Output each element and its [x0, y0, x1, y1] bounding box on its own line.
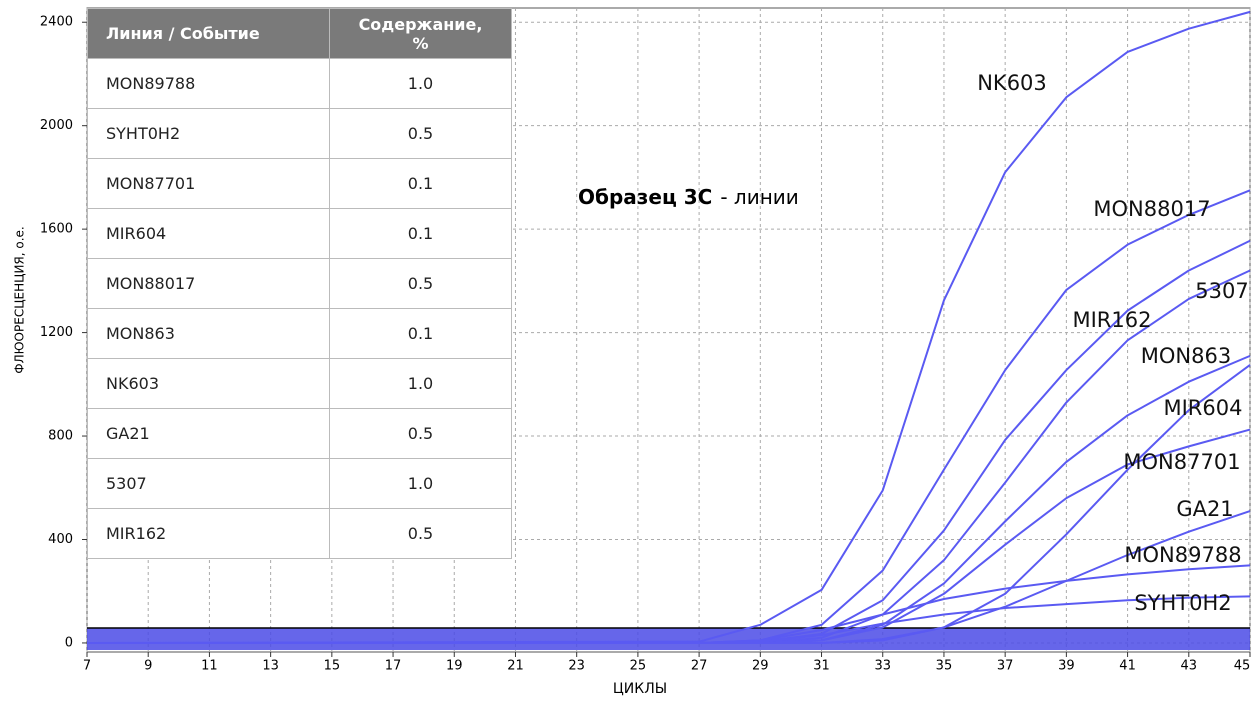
y-tick-label: 2400: [40, 15, 73, 30]
x-tick-label: 29: [752, 659, 769, 674]
lines: [86, 10, 1251, 644]
x-tick-label: 45: [1234, 659, 1251, 674]
annotation: Образец 3С - линии: [578, 185, 799, 209]
y-tick-label: 800: [48, 429, 73, 444]
x-tick-label: 31: [813, 659, 830, 674]
header-cell: Содержание, %: [329, 8, 512, 59]
table-cell: 5307: [87, 458, 330, 509]
x-tick-label: 25: [630, 659, 647, 674]
series-label: MON89788: [1124, 543, 1241, 567]
y-tick-label: 0: [65, 635, 73, 650]
table-cell: 0.5: [329, 258, 512, 309]
table-cell: 0.5: [329, 408, 512, 459]
x-tick-label: 9: [144, 659, 152, 674]
series-label: 5307: [1195, 279, 1248, 303]
table-cell: 0.5: [329, 108, 512, 159]
table-row: MON88017 0.5: [87, 258, 512, 309]
y-tick-label: 400: [48, 532, 73, 547]
annotation-rest: - линии: [720, 185, 798, 209]
table-cell: 0.1: [329, 158, 512, 209]
table-row: MON87701 0.1: [87, 158, 512, 209]
table-cell: 0.1: [329, 308, 512, 359]
header-row: Линия / Событие Содержание, %: [87, 8, 512, 59]
x-tick-label: 17: [385, 659, 402, 674]
table-cell: 1.0: [329, 358, 512, 409]
x-tick-label: 21: [507, 659, 524, 674]
table-row: 5307 1.0: [87, 458, 512, 509]
series-line: [87, 595, 1251, 644]
table-cell: MIR162: [87, 508, 330, 559]
x-axis-label: ЦИКЛЫ: [613, 681, 667, 697]
x-tick-label: 39: [1058, 659, 1075, 674]
table-row: MON89788 1.0: [87, 58, 512, 109]
series-line: [86, 10, 1251, 644]
table-cell: GA21: [87, 408, 330, 459]
content-table: Линия / Событие Содержание, % MON89788 1.0 S…: [87, 8, 512, 559]
x-tick-label: 15: [324, 659, 341, 674]
series-label: MIR604: [1164, 396, 1243, 420]
x-tick-label: 43: [1181, 659, 1198, 674]
x-tick-label: 41: [1119, 659, 1136, 674]
series-label: MON863: [1141, 344, 1231, 368]
table-row: MIR604 0.1: [87, 208, 512, 259]
table-cell: MON89788: [87, 58, 330, 109]
x-tick-label: 37: [997, 659, 1014, 674]
series-label: NK603: [977, 71, 1047, 95]
y-tick-label: 2000: [40, 118, 73, 133]
table-row: MIR162 0.5: [87, 508, 512, 559]
series-label: MON88017: [1093, 197, 1210, 221]
x-tick-label: 27: [691, 659, 708, 674]
baseline-band: [87, 628, 1250, 650]
table-cell: NK603: [87, 358, 330, 409]
x-tick-label: 11: [201, 659, 218, 674]
table-cell: MIR604: [87, 208, 330, 259]
table-row: MON863 0.1: [87, 308, 512, 359]
header-cell: Линия / Событие: [87, 8, 330, 59]
series-label: GA21: [1176, 497, 1233, 521]
table-cell: 1.0: [329, 58, 512, 109]
table-cell: 0.5: [329, 508, 512, 559]
x-tick-label: 19: [446, 659, 463, 674]
x-tick-label: 23: [568, 659, 585, 674]
x-tick-label: 33: [874, 659, 891, 674]
y-tick-label: 1200: [40, 325, 73, 340]
table-cell: MON88017: [87, 258, 330, 309]
annotation-bold: Образец 3С: [578, 185, 712, 209]
table-row: GA21 0.5: [87, 408, 512, 459]
x-tick-label: 7: [83, 659, 91, 674]
table-cell: MON863: [87, 308, 330, 359]
series-label: MIR162: [1073, 308, 1152, 332]
table-cell: 0.1: [329, 208, 512, 259]
table-cell: MON87701: [87, 158, 330, 209]
table-row: NK603 1.0: [87, 358, 512, 409]
table-row: SYHT0H2 0.5: [87, 108, 512, 159]
series-label: MON87701: [1123, 450, 1240, 474]
table-cell: 1.0: [329, 458, 512, 509]
y-tick-label: 1600: [40, 222, 73, 237]
y-axis-label: ФЛЮОРЕСЦЕНЦИЯ, о.е.: [13, 226, 27, 374]
x-tick-label: 13: [262, 659, 279, 674]
labels: NK603 MON88017 5307 MIR162 MON863 MIR604 MON87…: [977, 71, 1249, 615]
table-cell: SYHT0H2: [87, 108, 330, 159]
x-tick-label: 35: [936, 659, 953, 674]
series-label: SYHT0H2: [1134, 591, 1231, 615]
